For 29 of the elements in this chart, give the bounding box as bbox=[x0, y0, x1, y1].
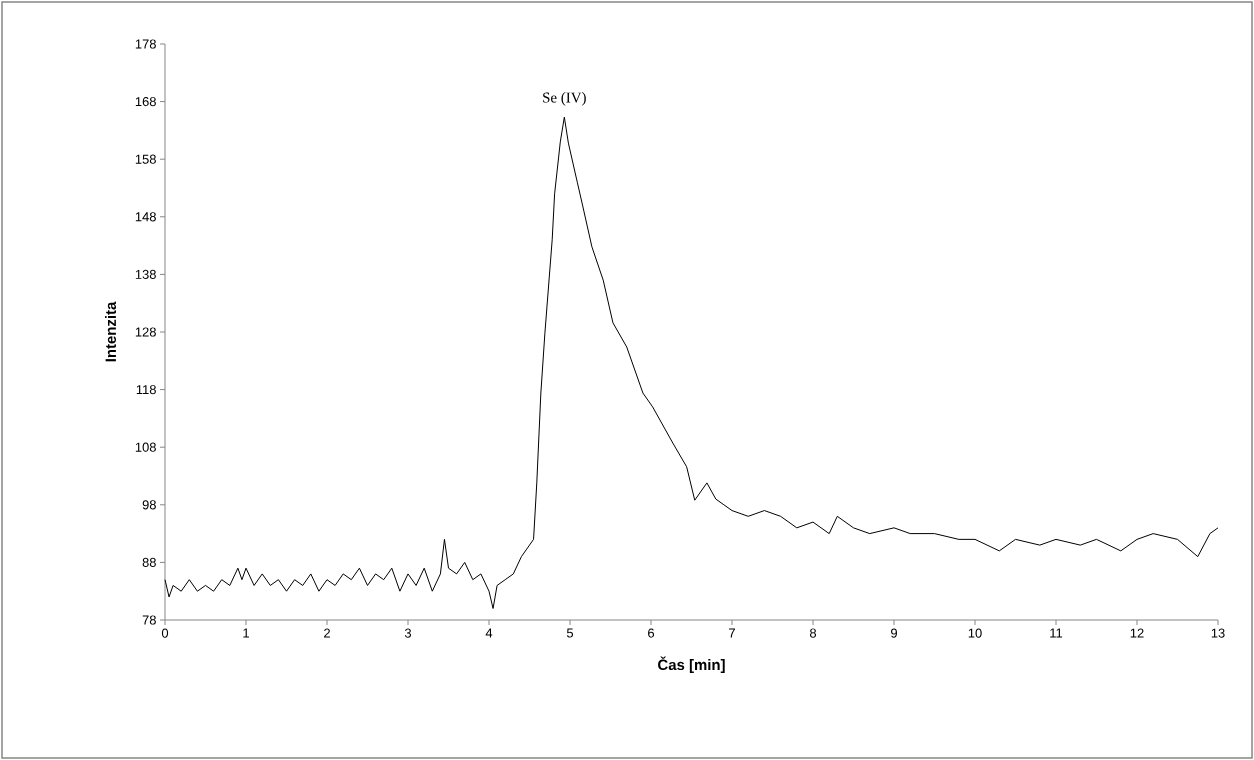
x-tick-label: 6 bbox=[648, 628, 655, 638]
line-series bbox=[164, 116, 1219, 609]
x-tick-label: 9 bbox=[891, 628, 897, 638]
y-tick-label: 118 bbox=[136, 385, 156, 395]
x-tick-label: 13 bbox=[1211, 628, 1225, 638]
x-tick-label: 7 bbox=[729, 628, 735, 638]
x-tick-label: 2 bbox=[324, 628, 330, 638]
x-tick-label: 8 bbox=[809, 628, 817, 638]
y-tick-label: 108 bbox=[135, 442, 156, 452]
x-tick-label: 10 bbox=[968, 628, 982, 638]
y-axis-title: Intenzita bbox=[105, 301, 117, 362]
x-tick-label: 4 bbox=[485, 628, 493, 638]
y-tick-label: 148 bbox=[135, 212, 156, 222]
x-axis-title: Čas [min] bbox=[658, 656, 725, 674]
y-tick-label: 128 bbox=[135, 327, 156, 337]
y-tick-label: 98 bbox=[142, 500, 156, 510]
x-tick-label: 11 bbox=[1050, 628, 1063, 638]
y-tick-label: 178 bbox=[135, 39, 156, 49]
y-tick-label: 138 bbox=[135, 269, 156, 279]
x-tick-label: 1 bbox=[243, 628, 249, 638]
x-tick-label: 5 bbox=[566, 628, 574, 638]
x-tick-label: 3 bbox=[404, 628, 412, 638]
y-tick-label: 88 bbox=[142, 557, 156, 567]
x-tick-label: 0 bbox=[161, 628, 169, 638]
annotation: Se (IV) bbox=[543, 92, 586, 106]
y-tick-label: 168 bbox=[135, 97, 156, 107]
x-tick-label: 12 bbox=[1130, 628, 1144, 638]
y-tick-label: 158 bbox=[135, 154, 156, 164]
y-tick-label: 78 bbox=[142, 615, 156, 625]
